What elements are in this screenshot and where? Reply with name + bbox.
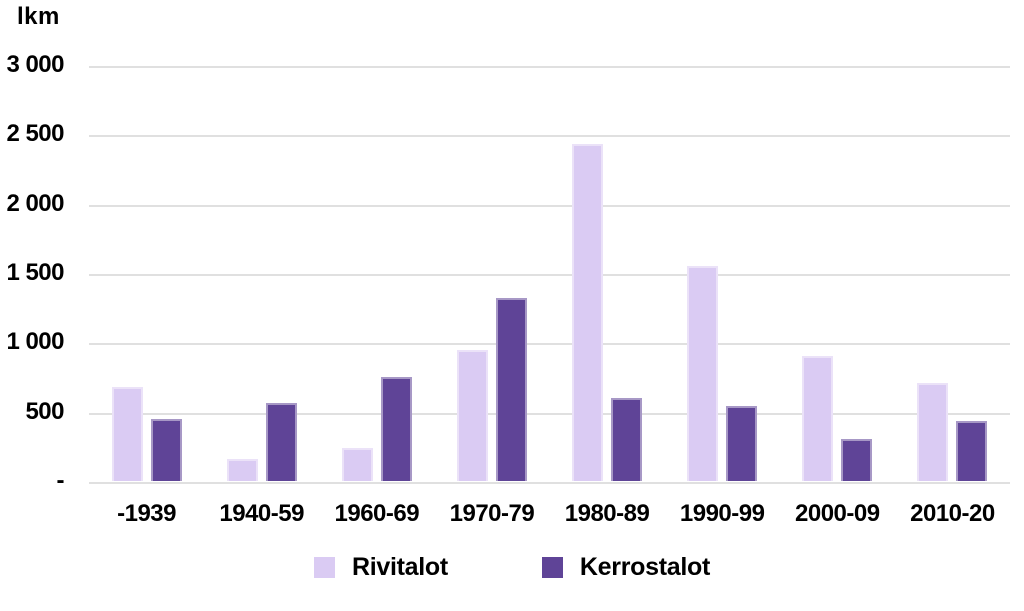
bar-rivitalot-3 [456, 349, 488, 481]
x-axis-tick-labels: -1939 1940-59 1960-69 1970-79 1980-89 1990-99… [89, 500, 1010, 528]
legend-swatch-rivitalot [314, 557, 335, 578]
y-tick-label: 3 000 [6, 51, 64, 78]
legend-label-rivitalot: Rivitalot [352, 553, 448, 581]
legend: Rivitalot Kerrostalot [0, 553, 1024, 582]
bar-group-196069 [319, 65, 434, 481]
x-tick-label: 2000-09 [795, 500, 880, 527]
bar-rivitalot-5 [687, 266, 719, 481]
x-tick-label: 2010-20 [910, 500, 995, 527]
legend-item-rivitalot: Rivitalot [314, 553, 448, 582]
gridline-2000 [89, 204, 1010, 207]
legend-swatch-kerrostalot [541, 557, 563, 578]
bar-group-200009 [780, 65, 895, 481]
bar-kerrostalot-0 [150, 418, 182, 481]
y-tick-label: 2 500 [6, 120, 64, 148]
y-tick-label: - [56, 467, 65, 494]
x-tick-label: 1960-69 [334, 500, 420, 527]
bar-rivitalot-4 [572, 144, 604, 481]
bar-kerrostalot-2 [380, 377, 412, 481]
bar-rivitalot-7 [917, 382, 949, 481]
x-tick-label: 1970-79 [449, 500, 535, 527]
gridline-500 [89, 412, 1010, 415]
x-tick-label: 1940-59 [219, 500, 304, 527]
y-tick-label: 1 000 [6, 328, 64, 356]
x-tick-label: 1990-99 [679, 500, 765, 527]
bar-kerrostalot-4 [611, 397, 643, 481]
bar-rivitalot-6 [802, 356, 834, 481]
bar-group-197079 [434, 65, 549, 481]
bar-group-198089 [550, 65, 665, 481]
x-tick-label: 1980-89 [564, 500, 650, 527]
x-tick-label: -1939 [117, 500, 176, 527]
bar-group-1939 [89, 65, 204, 481]
gridline-3000 [89, 66, 1010, 68]
plot-area [89, 65, 1010, 484]
legend-item-kerrostalot: Kerrostalot [541, 553, 710, 582]
bar-rivitalot-2 [341, 447, 373, 481]
gridline-1500 [89, 274, 1010, 276]
bar-group-194059 [204, 65, 319, 481]
legend-label-kerrostalot: Kerrostalot [579, 553, 710, 581]
bar-kerrostalot-3 [495, 297, 527, 481]
bar-kerrostalot-7 [956, 421, 988, 481]
bar-kerrostalot-6 [841, 439, 873, 481]
y-tick-label: 1 500 [6, 259, 64, 286]
bar-rivitalot-0 [111, 386, 143, 481]
y-axis-tick-labels: 3 000 2 500 2 000 1 500 1 000 500 - [0, 51, 64, 494]
bar-rivitalot-1 [226, 458, 258, 481]
gridline-2500 [89, 135, 1010, 138]
bar-groups [89, 65, 1010, 481]
gridline-1000 [89, 343, 1010, 346]
bar-kerrostalot-5 [726, 406, 758, 481]
y-tick-label: 500 [25, 397, 64, 425]
bar-group-201020 [895, 65, 1010, 481]
bar-kerrostalot-1 [265, 403, 297, 481]
bar-group-199099 [665, 65, 780, 481]
y-axis-title: lkm [17, 3, 60, 30]
x-axis-line [89, 482, 1010, 484]
y-tick-label: 2 000 [6, 189, 64, 217]
